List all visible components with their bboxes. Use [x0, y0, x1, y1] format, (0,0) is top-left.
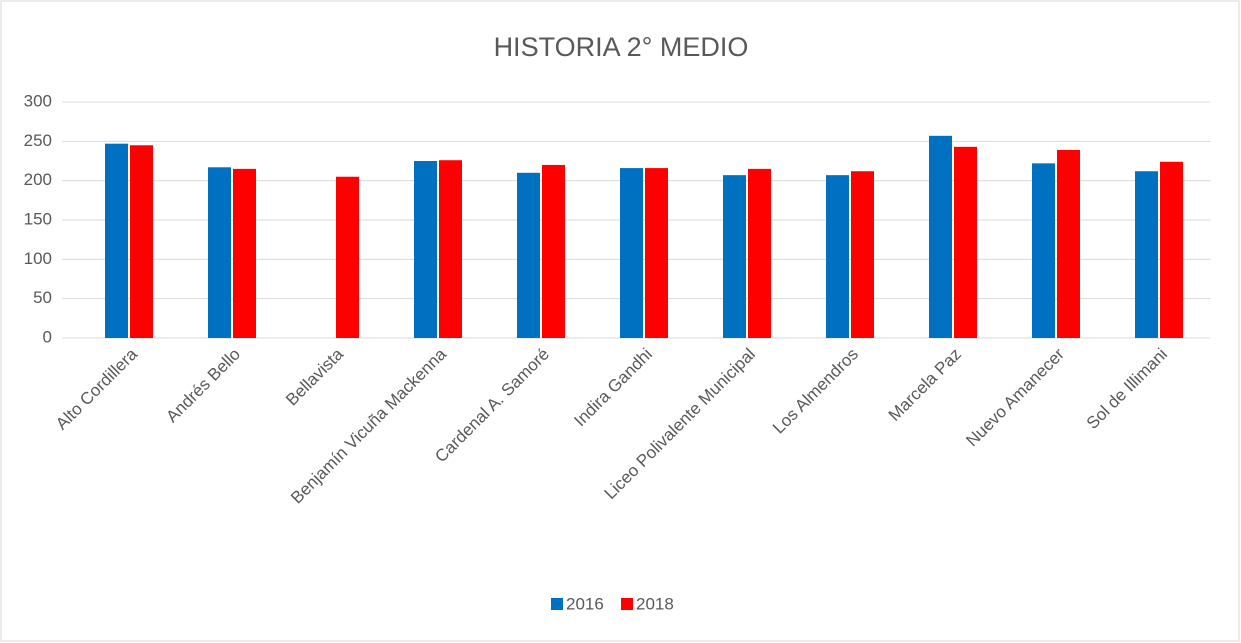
bar	[1057, 149, 1080, 338]
bar	[954, 146, 977, 338]
y-tick-label: 200	[24, 170, 52, 189]
legend-label: 2016	[566, 594, 604, 613]
bar	[929, 135, 952, 338]
legend-swatch	[621, 598, 633, 610]
legend-label: 2018	[636, 594, 674, 613]
bar	[851, 171, 874, 338]
bar	[233, 168, 256, 338]
bar	[826, 175, 849, 338]
bar	[645, 168, 668, 338]
chart-title: HISTORIA 2° MEDIO	[494, 32, 749, 62]
bar	[439, 160, 462, 338]
y-tick-label: 0	[43, 327, 52, 346]
bar	[1032, 163, 1055, 338]
legend-swatch	[551, 598, 563, 610]
bar	[208, 167, 231, 338]
bar	[542, 164, 565, 338]
y-tick-label: 50	[33, 288, 52, 307]
y-tick-label: 250	[24, 131, 52, 150]
y-tick-label: 300	[24, 91, 52, 110]
y-tick-label: 150	[24, 209, 52, 228]
bar	[620, 168, 643, 338]
bar	[748, 168, 771, 338]
bar	[1135, 171, 1158, 338]
y-tick-label: 100	[24, 249, 52, 268]
bar	[517, 172, 540, 338]
bar	[414, 161, 437, 338]
bar	[105, 143, 128, 338]
bar	[130, 145, 153, 338]
bar	[1160, 161, 1183, 338]
bar	[336, 176, 359, 338]
bar	[723, 175, 746, 338]
